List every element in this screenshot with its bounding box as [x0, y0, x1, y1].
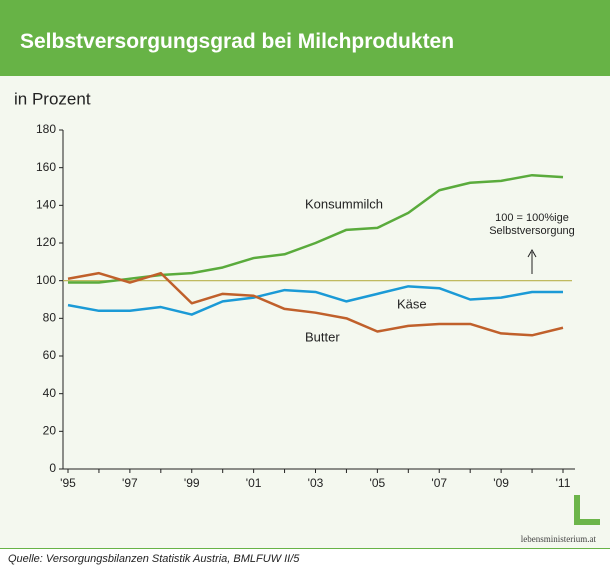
- x-tick-label: '95: [60, 476, 76, 490]
- x-tick-label: '01: [246, 476, 262, 490]
- y-tick-label: 60: [43, 348, 57, 362]
- y-tick-label: 20: [43, 424, 57, 438]
- series-label: Konsummilch: [305, 196, 383, 211]
- y-tick-label: 80: [43, 311, 57, 325]
- y-tick-label: 180: [36, 122, 56, 136]
- y-tick-label: 40: [43, 386, 57, 400]
- series-label: Käse: [397, 296, 427, 311]
- y-tick-label: 0: [49, 461, 56, 475]
- x-tick-label: '99: [184, 476, 200, 490]
- x-tick-label: '07: [431, 476, 447, 490]
- header: Selbstversorgungsgrad bei Milchprodukten: [0, 0, 610, 76]
- annotation-line: Selbstversorgung: [489, 225, 575, 237]
- logo: lebensministerium.at: [520, 534, 596, 544]
- x-tick-label: '03: [308, 476, 324, 490]
- logo-mark: [574, 495, 580, 525]
- x-tick-label: '09: [493, 476, 509, 490]
- footer-line: [0, 548, 610, 549]
- chart: in Prozent 0 20 40 60 80 100 120 140 160 180 '95 '97…: [14, 89, 600, 525]
- annotation-line: 100 = 100%ige: [495, 212, 569, 224]
- annotation-arrowhead: [527, 248, 537, 258]
- logo-mark: [574, 519, 600, 525]
- y-tick-label: 120: [36, 235, 56, 249]
- y-tick-label: 160: [36, 160, 56, 174]
- x-tick-label: '05: [370, 476, 386, 490]
- chart-title: Selbstversorgungsgrad bei Milchprodukten: [20, 30, 455, 53]
- x-tick-label: '11: [556, 476, 571, 490]
- y-tick-label: 140: [36, 198, 56, 212]
- x-tick-label: '97: [122, 476, 138, 490]
- y-axis-label: in Prozent: [14, 89, 91, 108]
- y-tick-label: 100: [36, 273, 56, 287]
- annotation: 100 = 100%ige Selbstversorgung: [489, 212, 575, 237]
- series-line: [67, 285, 563, 316]
- series-line: [67, 271, 564, 337]
- source: Quelle: Versorgungsbilanzen Statistik Au…: [8, 553, 300, 565]
- series-label: Butter: [305, 329, 340, 344]
